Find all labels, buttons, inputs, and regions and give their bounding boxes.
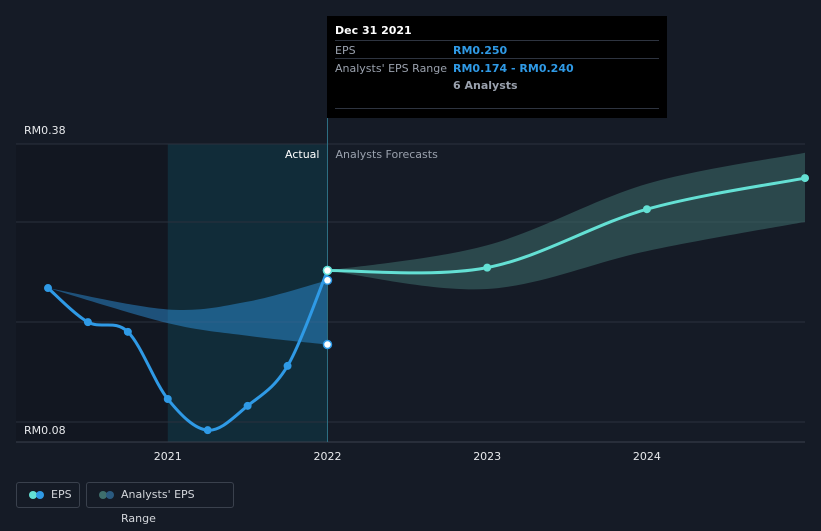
legend-eps-label: EPS bbox=[51, 488, 72, 501]
eps-point-4 bbox=[203, 426, 212, 435]
y-tick-label-0: RM0.38 bbox=[24, 124, 66, 137]
tooltip-analysts-row: 6 Analysts bbox=[335, 76, 659, 94]
past-panel bbox=[16, 144, 168, 442]
legend-range-swatch-forecast bbox=[99, 491, 107, 499]
tooltip-eps-row: EPS RM0.250 bbox=[335, 40, 659, 59]
eps-forecast-point-0 bbox=[322, 265, 333, 276]
eps-forecast-line bbox=[325, 176, 807, 275]
legend-range-swatch bbox=[106, 491, 114, 499]
eps-forecast-point-1 bbox=[483, 263, 492, 272]
x-tick-label-2023: 2023 bbox=[473, 450, 501, 463]
range-band-forecast bbox=[327, 152, 805, 290]
actual-label: Actual bbox=[285, 148, 319, 161]
tooltip-date: Dec 31 2021 bbox=[335, 24, 412, 37]
x-tick-label-2021: 2021 bbox=[154, 450, 182, 463]
legend-range[interactable]: Analysts' EPS Range bbox=[86, 482, 234, 525]
tooltip: Dec 31 2021 EPS RM0.250 Analysts' EPS Ra… bbox=[327, 16, 667, 118]
eps-point-2 bbox=[123, 327, 132, 336]
x-tick-label-2022: 2022 bbox=[313, 450, 341, 463]
eps-point-1 bbox=[83, 318, 92, 327]
legend-eps-swatch bbox=[36, 491, 44, 499]
eps-point-6 bbox=[283, 361, 292, 370]
tooltip-eps-value: RM0.250 bbox=[453, 44, 508, 57]
tooltip-range-label: Analysts' EPS Range bbox=[335, 62, 448, 75]
forecast-label: Analysts Forecasts bbox=[335, 148, 438, 161]
x-tick-label-2024: 2024 bbox=[633, 450, 661, 463]
eps-point-0 bbox=[44, 284, 52, 293]
tooltip-eps-label: EPS bbox=[335, 44, 356, 57]
tooltip-range-value: RM0.174 - RM0.240 bbox=[453, 62, 574, 75]
legend-eps[interactable]: EPS bbox=[16, 482, 80, 508]
legend-range-label: Analysts' EPS Range bbox=[121, 488, 195, 525]
range-upper-marker bbox=[322, 275, 333, 286]
eps-forecast-point-3 bbox=[801, 174, 809, 183]
range-lower-marker bbox=[322, 339, 333, 350]
range-band-actual bbox=[48, 280, 328, 345]
actual-shade bbox=[167, 144, 328, 442]
eps-chart: RM0.38 RM0.08 2021 2022 2023 2024 Actual Analys… bbox=[16, 118, 809, 463]
tooltip-analysts-count: 6 Analysts bbox=[453, 79, 518, 92]
tooltip-range-row: Analysts' EPS Range RM0.174 - RM0.240 bbox=[335, 58, 659, 77]
y-tick-label-1: RM0.08 bbox=[24, 424, 66, 437]
eps-point-5 bbox=[243, 401, 252, 410]
tooltip-divider bbox=[335, 108, 659, 109]
legend-eps-swatch-forecast bbox=[29, 491, 37, 499]
eps-point-3 bbox=[163, 395, 172, 404]
eps-forecast-point-2 bbox=[642, 205, 651, 214]
